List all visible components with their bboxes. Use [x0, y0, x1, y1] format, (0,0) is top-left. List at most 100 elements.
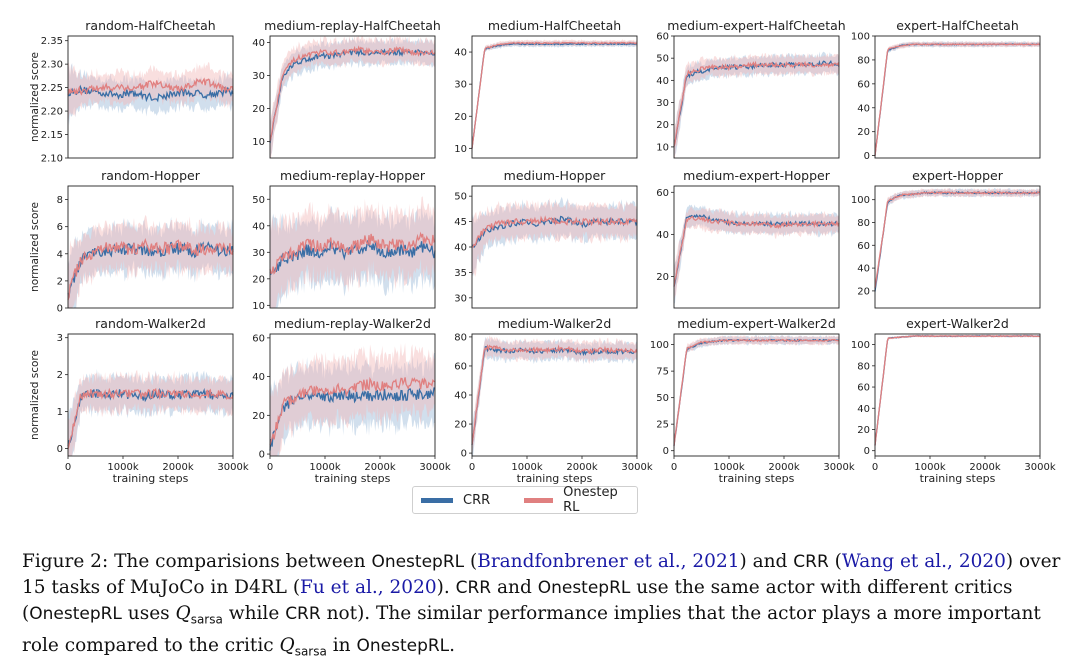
- series-line-onestep: [67, 238, 234, 301]
- panel-title: random-Hopper: [101, 168, 201, 183]
- panel-6: medium-replay-Hopper 10 20 30 40 50: [252, 168, 436, 312]
- x-tick-label: 3000k: [823, 462, 854, 473]
- x-axis-label: training steps: [315, 472, 391, 485]
- panel-2: medium-HalfCheetah 10 20 30 40: [454, 18, 638, 159]
- y-tick-label: 40: [656, 230, 669, 241]
- panel-title: medium-expert-HalfCheetah: [667, 18, 845, 33]
- y-tick-label: 100: [851, 32, 870, 43]
- caption-while: while: [228, 603, 280, 624]
- x-axis-label: training steps: [719, 472, 795, 485]
- panel-title: random-Walker2d: [95, 316, 206, 331]
- y-tick-label: 60: [454, 361, 467, 372]
- caption-sarsa: sarsa: [190, 612, 223, 627]
- series-line-onestep: [673, 338, 840, 446]
- band-crr: [875, 334, 1040, 448]
- panel-frame: [67, 185, 234, 309]
- panel-frame: [673, 185, 840, 309]
- y-tick-label: 80: [857, 55, 870, 66]
- y-tick-label: 40: [454, 48, 467, 59]
- figure-caption: Figure 2: The comparisions between Onest…: [22, 549, 1062, 664]
- y-axis-label: normalized score: [29, 52, 41, 142]
- x-tick-label: 2000k: [768, 462, 799, 473]
- x-axis-label: training steps: [517, 472, 593, 485]
- series-line-crr: [471, 345, 638, 445]
- caption-end-dot: .: [449, 634, 456, 656]
- series-line-onestep: [874, 335, 1041, 446]
- band-onestep: [68, 214, 233, 308]
- panel-frame: [673, 35, 840, 159]
- series-line-onestep: [269, 376, 436, 446]
- y-tick-label: 80: [454, 332, 467, 343]
- y-tick-label: 4: [57, 249, 63, 260]
- caption-same-actor: use the same actor with different critic…: [22, 577, 1013, 624]
- band-crr: [270, 36, 435, 158]
- x-tick-label: 1000k: [107, 462, 138, 473]
- y-tick-label: 10: [252, 137, 265, 148]
- x-tick-label: 0: [872, 462, 878, 473]
- y-tick-label: 0: [864, 446, 870, 457]
- x-tick-label: 0: [65, 462, 71, 473]
- y-tick-label: 40: [857, 264, 870, 275]
- y-tick-label: 20: [857, 286, 870, 297]
- y-tick-label: 0: [259, 450, 265, 461]
- y-tick-label: 30: [454, 293, 467, 304]
- series-line-onestep: [874, 43, 1041, 157]
- y-tick-label: 20: [454, 420, 467, 431]
- caption-not-text: not). The similar performance implies th…: [22, 603, 1041, 656]
- caption-onestep-rl3: OnestepRL: [29, 604, 122, 624]
- panel-frame: [874, 185, 1041, 309]
- y-tick-label: 60: [656, 188, 669, 199]
- y-tick-label: 45: [454, 217, 467, 228]
- citation-wang[interactable]: Wang et al., 2020: [841, 551, 1006, 572]
- x-tick-label: 3000k: [419, 462, 450, 473]
- x-tick-label: 2000k: [969, 462, 1000, 473]
- series-line-onestep: [471, 41, 638, 149]
- caption-fig-label: Figure 2: The comparisions between: [22, 551, 366, 572]
- y-tick-label: 100: [851, 340, 870, 351]
- y-axis-label: normalized score: [29, 350, 41, 440]
- caption-q2: Q: [279, 634, 295, 656]
- caption-crr3: CRR: [285, 604, 321, 624]
- y-tick-label: 8: [57, 195, 63, 206]
- y-tick-label: 2.15: [41, 130, 63, 141]
- band-onestep: [674, 206, 839, 301]
- series-line-crr: [874, 43, 1041, 156]
- figure-panels: random-HalfCheetah 2.10 2.15 2.20 2.25 2.30 2.…: [29, 18, 1056, 485]
- y-tick-label: 75: [656, 367, 669, 378]
- x-axis-label: training steps: [113, 472, 189, 485]
- band-onestep: [68, 61, 233, 126]
- y-tick-label: 20: [857, 127, 870, 138]
- y-tick-label: 10: [454, 144, 467, 155]
- caption-paren-open: (: [470, 551, 478, 572]
- citation-brandfonbrener[interactable]: Brandfonbrener et al., 2021: [477, 551, 740, 572]
- y-tick-label: 2: [57, 370, 63, 381]
- band-onestep: [674, 335, 839, 454]
- series-line-onestep: [67, 77, 234, 96]
- caption-uses: uses: [127, 603, 170, 624]
- panel-frame: [673, 333, 840, 457]
- y-tick-label: 80: [857, 361, 870, 372]
- x-tick-label: 3000k: [1024, 462, 1055, 473]
- citation-fu[interactable]: Fu et al., 2020: [300, 577, 437, 598]
- y-tick-label: 2.35: [41, 36, 63, 47]
- panel-11: medium-replay-Walker2d 0 20 40 60 0 1000k 2000k…: [252, 316, 451, 485]
- y-tick-label: 0: [461, 449, 467, 460]
- panel-7: medium-Hopper 30 35 40 45 50: [454, 168, 638, 309]
- x-tick-label: 1000k: [713, 462, 744, 473]
- panel-3: medium-expert-HalfCheetah 10 20 30 40 50 60: [656, 18, 846, 159]
- band-crr: [270, 352, 435, 456]
- caption-and: and: [497, 577, 532, 598]
- panel-1: medium-replay-HalfCheetah 10 20 30 40: [252, 18, 441, 159]
- band-onestep: [270, 36, 435, 158]
- y-tick-label: 40: [252, 221, 265, 232]
- panel-title: medium-HalfCheetah: [488, 18, 621, 33]
- y-tick-label: 10: [656, 142, 669, 153]
- panel-4: expert-HalfCheetah 0 20 40 60 80 100: [851, 18, 1041, 162]
- panel-14: expert-Walker2d 0 20 40 60 80 100 0 1000k 2000k 30…: [851, 316, 1056, 485]
- y-tick-label: 2.30: [41, 60, 63, 71]
- band-crr: [472, 40, 637, 154]
- x-tick-label: 0: [671, 462, 677, 473]
- caption-onestep-rl2: OnestepRL: [537, 578, 631, 598]
- y-tick-label: 6: [57, 222, 63, 233]
- y-tick-label: 40: [252, 38, 265, 49]
